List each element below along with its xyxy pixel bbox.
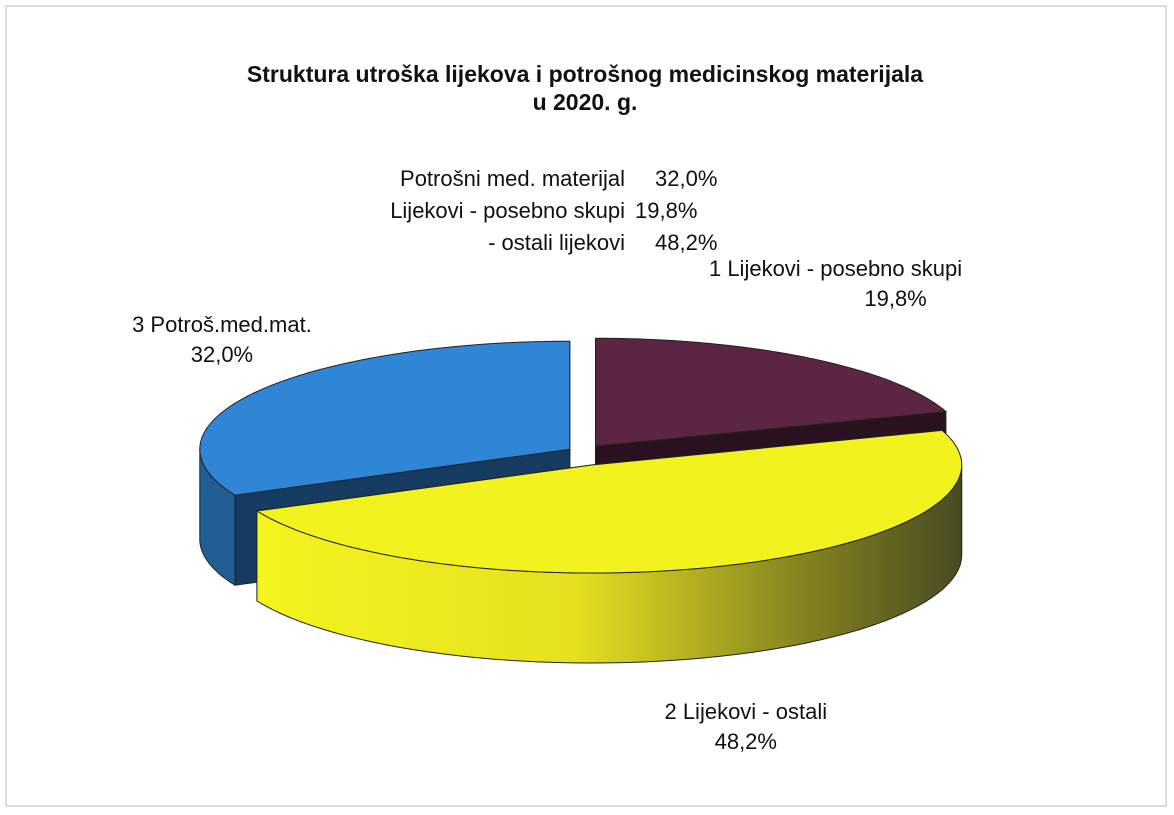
frame bbox=[5, 5, 1167, 807]
slice-value-label: 32,0% bbox=[191, 342, 253, 367]
slice-top bbox=[255, 429, 963, 574]
slice-value-label: 19,8% bbox=[864, 286, 926, 311]
chart-title: Struktura utroška lijekova i potrošnog m… bbox=[247, 61, 923, 87]
slice-value-label: 48,2% bbox=[715, 729, 777, 754]
annotation-value: 32,0% bbox=[655, 166, 717, 191]
slice bbox=[255, 429, 963, 664]
annotation-text: - ostali lijekovi bbox=[488, 230, 625, 255]
slice-top bbox=[199, 340, 571, 496]
annotation-text: Potrošni med. materijal bbox=[400, 166, 625, 191]
annotation-text: Lijekovi - posebno skupi bbox=[390, 198, 625, 223]
slice-label: 3 Potroš.med.mat. bbox=[132, 312, 312, 337]
chart-subtitle: u 2020. g. bbox=[533, 89, 638, 115]
annotation-value: 48,2% bbox=[655, 230, 717, 255]
annotation-value: 19,8% bbox=[635, 198, 697, 223]
slice-label: 2 Lijekovi - ostali bbox=[664, 699, 827, 724]
slice-top bbox=[594, 337, 948, 447]
slice-label: 1 Lijekovi - posebno skupi bbox=[709, 256, 962, 281]
